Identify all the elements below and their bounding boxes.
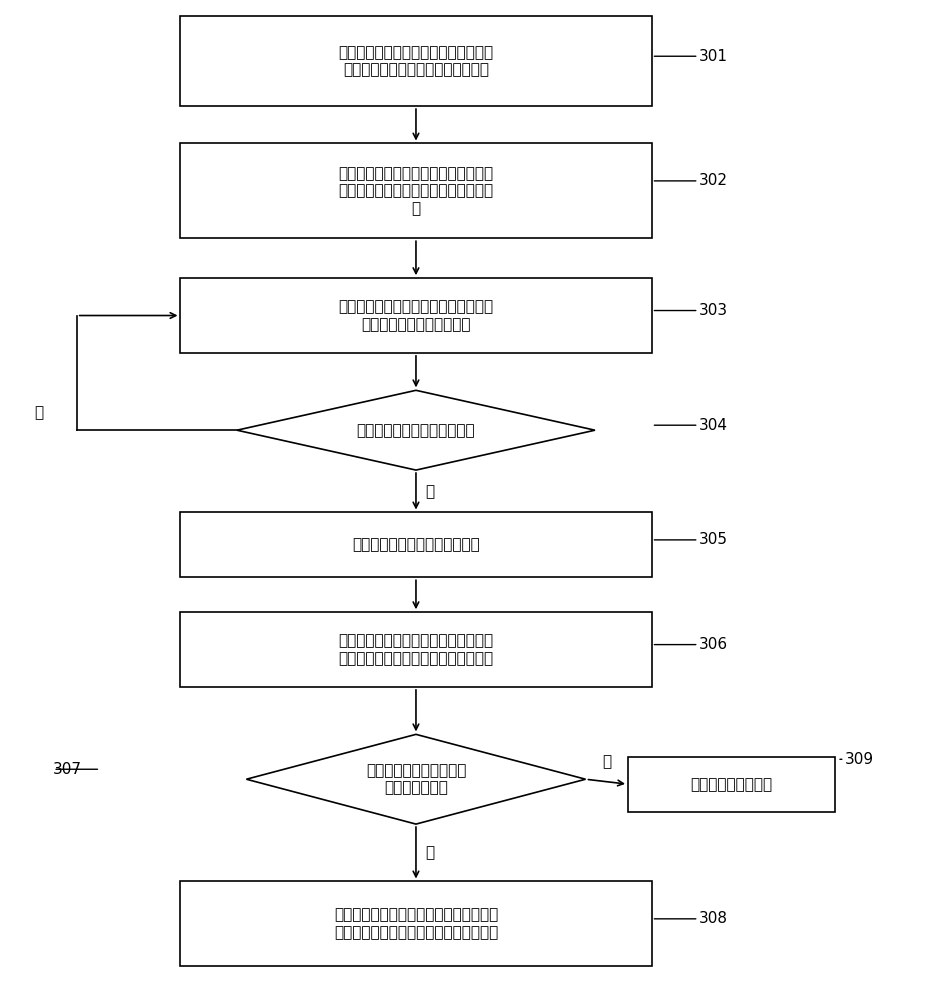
Text: 304: 304 [698, 418, 727, 433]
Text: 处于休眠状态的终端的第一单元在约定
频点检测无线信号的能量值: 处于休眠状态的终端的第一单元在约定 频点检测无线信号的能量值 [338, 299, 493, 332]
Text: 否: 否 [35, 405, 43, 420]
Text: 服务端通过第二通信模块向第二通信模
块处于唤醒状态的终端发送第一指令: 服务端通过第二通信模块向第二通信模 块处于唤醒状态的终端发送第一指令 [338, 45, 493, 77]
Text: 301: 301 [698, 49, 727, 64]
Text: 303: 303 [698, 303, 727, 318]
FancyBboxPatch shape [180, 881, 650, 966]
Text: 收到第一指令的终端通过本终端的第一
通信模块在约定频点发送约定的标识编
码: 收到第一指令的终端通过本终端的第一 通信模块在约定频点发送约定的标识编 码 [338, 166, 493, 216]
FancyBboxPatch shape [180, 512, 650, 577]
FancyBboxPatch shape [180, 143, 650, 238]
Text: 检测到的能量值超过预设阈值: 检测到的能量值超过预设阈值 [356, 423, 475, 438]
FancyBboxPatch shape [628, 757, 834, 812]
Text: 唤醒本终端的第二通信模块，并通过该第
二通信模块向该服务端上报本终端的信息: 唤醒本终端的第二通信模块，并通过该第 二通信模块向该服务端上报本终端的信息 [333, 908, 497, 940]
FancyBboxPatch shape [180, 612, 650, 687]
Text: 该第二单元在预设时间段内接收无线信
号并检测收到的无线信号中的标识编码: 该第二单元在预设时间段内接收无线信 号并检测收到的无线信号中的标识编码 [338, 633, 493, 666]
Text: 该第二单元进入休眠: 该第二单元进入休眠 [690, 777, 772, 792]
Text: 306: 306 [698, 637, 727, 652]
Text: 309: 309 [844, 752, 873, 767]
Text: 307: 307 [53, 762, 82, 777]
Text: 是: 是 [425, 484, 434, 499]
Text: 305: 305 [698, 532, 727, 547]
Text: 接收到的无线信号中存在
约定的标识编码: 接收到的无线信号中存在 约定的标识编码 [365, 763, 465, 795]
FancyBboxPatch shape [180, 278, 650, 353]
Text: 是: 是 [425, 845, 434, 860]
Polygon shape [246, 734, 585, 824]
Text: 唤醒休眠中的本终端的第二单元: 唤醒休眠中的本终端的第二单元 [352, 537, 480, 552]
Text: 否: 否 [601, 754, 611, 769]
FancyBboxPatch shape [180, 16, 650, 106]
Text: 308: 308 [698, 911, 727, 926]
Text: 302: 302 [698, 173, 727, 188]
Polygon shape [237, 390, 595, 470]
